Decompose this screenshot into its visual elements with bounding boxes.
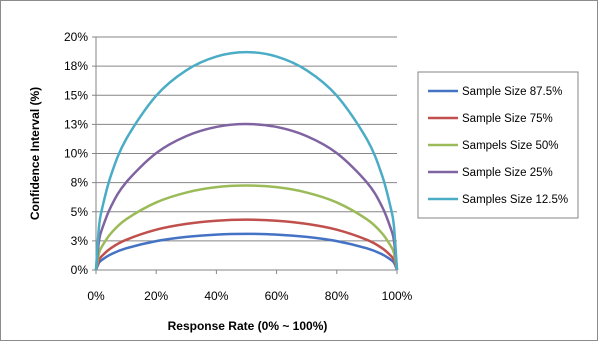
legend-entry: Sampels Size 50% <box>462 140 559 152</box>
y-tick-label: 0% <box>71 263 89 277</box>
legend: Sample Size 87.5% Sample Size 75% Sampels … <box>417 71 579 219</box>
x-tick-labels: 0% 20% 40% 60% 80% 100% <box>87 289 412 303</box>
y-tick-label: 5% <box>71 205 89 219</box>
y-tick-label: 15% <box>64 88 88 102</box>
legend-entry: Sample Size 25% <box>462 167 553 179</box>
y-tick-label: 8% <box>71 176 89 190</box>
y-tick-label: 18% <box>64 59 88 73</box>
y-tick-label: 20% <box>64 30 88 44</box>
legend-entry: Sample Size 75% <box>462 113 553 125</box>
series-line-5 <box>94 50 399 271</box>
y-axis-title: Confidence Interval (%) <box>28 87 42 220</box>
x-tick-label: 80% <box>325 289 349 303</box>
legend-entry: Sample Size 87.5% <box>462 86 562 98</box>
series-line-2 <box>94 218 399 271</box>
x-tick-label: 40% <box>204 289 228 303</box>
y-tick-label: 10% <box>64 147 88 161</box>
gridlines <box>92 36 398 274</box>
axes <box>95 37 397 271</box>
y-tick-label: 3% <box>71 234 89 248</box>
series-line-4 <box>94 122 399 271</box>
series-line-1 <box>94 232 399 271</box>
y-tick-label: 13% <box>64 117 88 131</box>
x-tick-label: 60% <box>265 289 289 303</box>
x-axis-title: Response Rate (0% ~ 100%) <box>168 319 328 333</box>
y-tick-labels: 0% 3% 5% 8% 10% 13% 15% 18% 20% <box>64 30 88 277</box>
series-line-3 <box>94 184 399 271</box>
legend-entry: Samples Size 12.5% <box>462 194 568 206</box>
x-tick-label: 20% <box>144 289 168 303</box>
x-tick-label: 100% <box>382 289 413 303</box>
x-tick-label: 0% <box>87 289 105 303</box>
series-group <box>94 50 399 271</box>
